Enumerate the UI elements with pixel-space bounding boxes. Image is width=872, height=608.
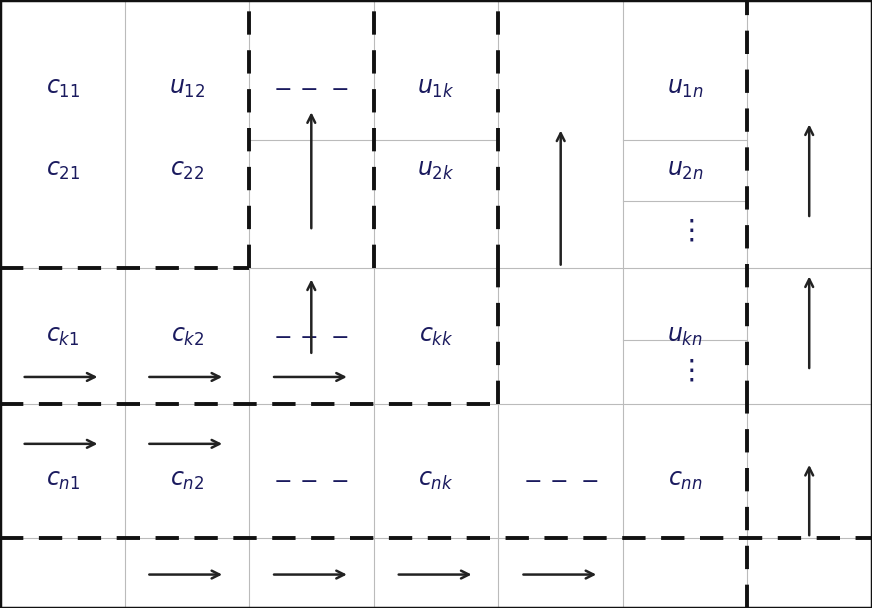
Text: $c_{n2}$: $c_{n2}$ xyxy=(170,469,205,492)
Text: $-\,-\,-$: $-\,-\,-$ xyxy=(274,77,349,99)
Text: $c_{nk}$: $c_{nk}$ xyxy=(419,469,453,492)
Text: $c_{11}$: $c_{11}$ xyxy=(45,77,80,100)
Text: $u_{1n}$: $u_{1n}$ xyxy=(667,77,704,100)
Text: $-\,-\,-$: $-\,-\,-$ xyxy=(523,469,598,491)
Text: $c_{nn}$: $c_{nn}$ xyxy=(668,469,703,492)
Text: $c_{22}$: $c_{22}$ xyxy=(170,159,205,182)
Text: $c_{kk}$: $c_{kk}$ xyxy=(419,325,453,348)
Text: $c_{k2}$: $c_{k2}$ xyxy=(171,325,204,348)
Text: $c_{k1}$: $c_{k1}$ xyxy=(46,325,79,348)
Text: $u_{kn}$: $u_{kn}$ xyxy=(667,325,704,348)
Text: $u_{1k}$: $u_{1k}$ xyxy=(417,77,455,100)
Text: $u_{2k}$: $u_{2k}$ xyxy=(417,159,455,182)
Text: $\vdots$: $\vdots$ xyxy=(677,358,694,384)
Text: $c_{n1}$: $c_{n1}$ xyxy=(45,469,80,492)
Text: $\vdots$: $\vdots$ xyxy=(677,218,694,244)
Text: $c_{21}$: $c_{21}$ xyxy=(45,159,80,182)
Text: $u_{12}$: $u_{12}$ xyxy=(169,77,206,100)
Text: $u_{2n}$: $u_{2n}$ xyxy=(667,159,704,182)
Text: $-\,-\,-$: $-\,-\,-$ xyxy=(274,469,349,491)
Text: $-\,-\,-$: $-\,-\,-$ xyxy=(274,325,349,347)
